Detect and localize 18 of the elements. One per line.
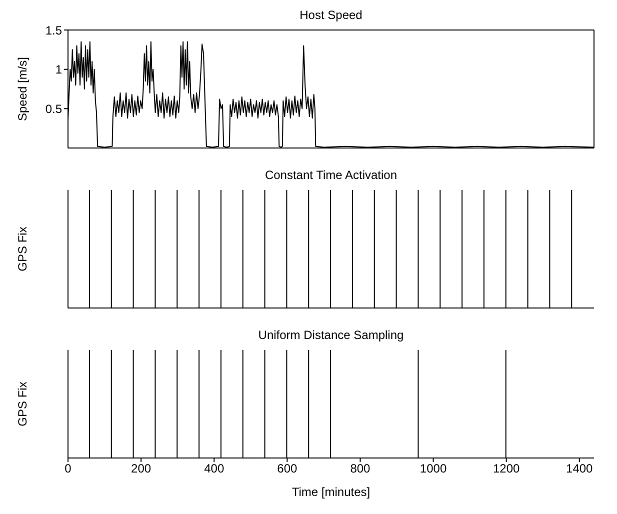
y-tick-label: 0.5 <box>45 102 62 116</box>
x-tick-label: 1000 <box>420 462 447 476</box>
x-tick-label: 1200 <box>492 462 520 476</box>
x-tick-label: 400 <box>204 462 224 476</box>
x-tick-label: 0 <box>64 462 72 476</box>
x-tick-label: 200 <box>131 462 152 476</box>
x-tick-label: 600 <box>277 462 298 476</box>
y-axis-title: Speed [m/s] <box>15 56 30 122</box>
chart-title: Uniform Distance Sampling <box>257 328 405 344</box>
chart-title: Constant Time Activation <box>264 168 398 184</box>
x-tick-label: 1400 <box>566 462 594 476</box>
y-axis-title: GPS Fix <box>15 226 30 272</box>
chart-title: Host Speed <box>298 8 364 24</box>
x-axis-title: Time [minutes] <box>292 485 370 499</box>
y-axis-title: GPS Fix <box>15 382 30 426</box>
x-tick-label: 800 <box>350 462 371 476</box>
y-tick-label: 1.5 <box>45 23 62 38</box>
y-tick-label: 1 <box>55 62 62 77</box>
